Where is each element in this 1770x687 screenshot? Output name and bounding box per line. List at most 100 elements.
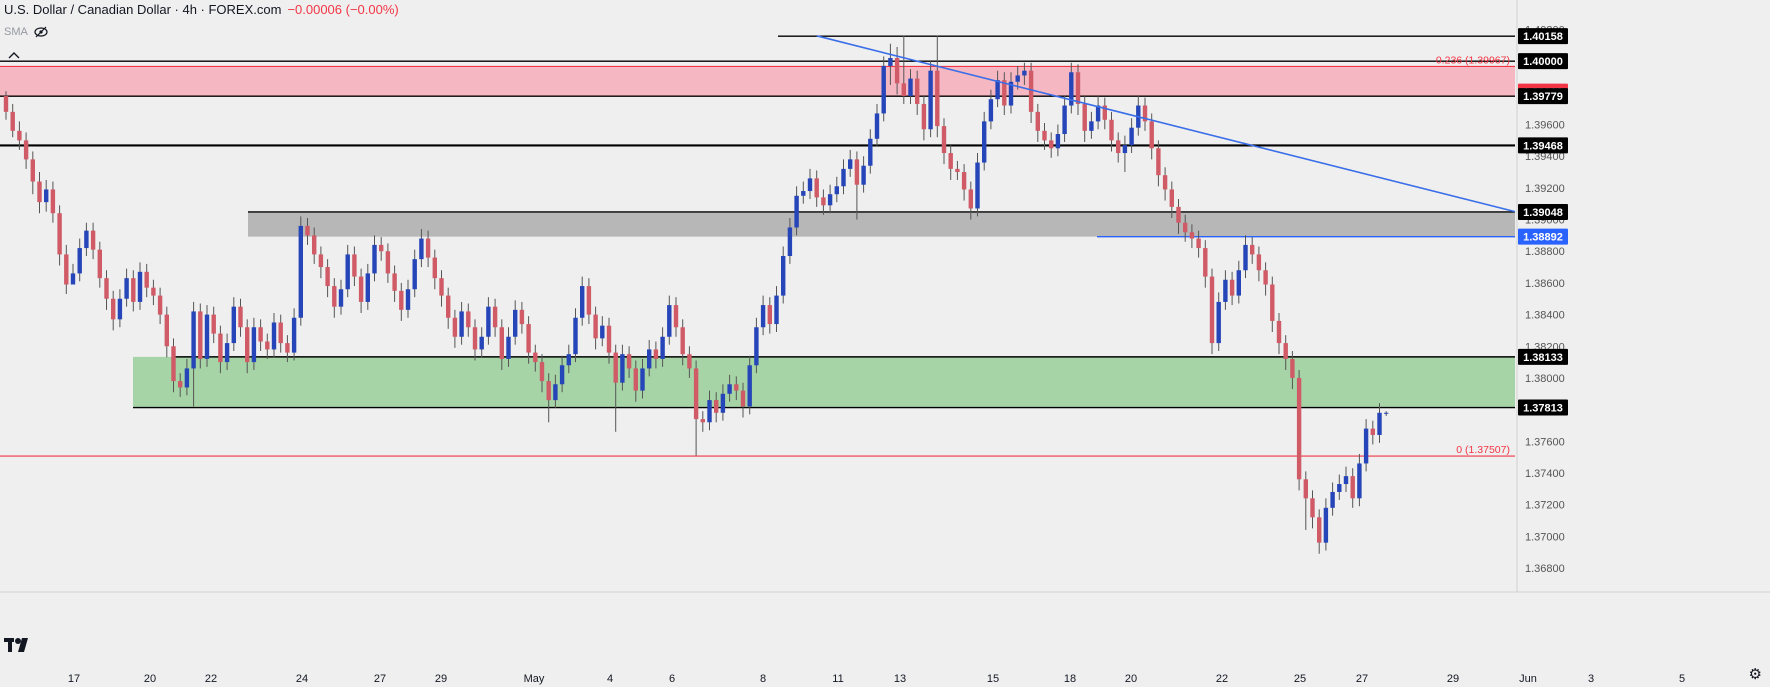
candle — [1357, 453, 1362, 507]
eye-slash-icon[interactable] — [34, 26, 48, 38]
candle — [1116, 132, 1121, 163]
candle-body — [251, 327, 257, 363]
candle-body — [626, 354, 632, 369]
candle — [1229, 271, 1235, 306]
candle-body — [124, 278, 129, 299]
candle-body — [640, 368, 645, 391]
candle-body — [673, 305, 679, 328]
candle — [593, 306, 598, 350]
candle-body — [1176, 206, 1181, 223]
x-tick-label: 29 — [435, 673, 447, 685]
candle-body — [754, 327, 759, 366]
gear-icon[interactable]: ⚙ — [1748, 666, 1762, 683]
candle-body — [164, 314, 169, 347]
candle-body — [1330, 491, 1335, 508]
x-tick-label: 5 — [1679, 673, 1685, 685]
candle — [1002, 72, 1007, 116]
candle — [432, 249, 437, 290]
candle — [1370, 420, 1375, 445]
candle — [318, 246, 324, 279]
candle — [30, 151, 35, 195]
candle-body — [218, 333, 223, 363]
candle — [1062, 96, 1067, 142]
candle — [673, 297, 679, 337]
candle-body — [968, 189, 973, 209]
candle — [1270, 276, 1275, 333]
candle — [1109, 111, 1114, 152]
x-tick-label: 22 — [1216, 673, 1228, 685]
candle-body — [499, 327, 504, 359]
candle — [1263, 262, 1268, 296]
candle — [298, 216, 303, 326]
x-tick-label: 13 — [894, 673, 906, 685]
candle-body — [44, 189, 49, 203]
x-tick-label: 24 — [296, 673, 308, 685]
candle-body — [1082, 103, 1087, 131]
candle — [419, 229, 424, 268]
candle — [1216, 292, 1221, 352]
candle-body — [1337, 484, 1342, 492]
price-tag-label: 1.40000 — [1523, 56, 1563, 68]
candle — [640, 358, 645, 399]
candle — [660, 327, 665, 367]
candle-body — [1229, 279, 1235, 296]
indicator-legend[interactable]: SMA — [4, 26, 48, 38]
candle-body — [874, 113, 880, 139]
candle — [37, 172, 42, 214]
candle-body — [848, 159, 853, 169]
candle-body — [1283, 343, 1288, 359]
price-tag-label: 1.39048 — [1523, 207, 1563, 219]
candle — [760, 295, 766, 336]
zone-band — [133, 356, 1515, 408]
candle — [687, 346, 692, 378]
candle-body — [995, 80, 1000, 100]
candle-body — [1196, 238, 1201, 249]
candle — [1102, 97, 1107, 130]
candle-body — [171, 346, 176, 382]
x-tick-label: 15 — [987, 673, 999, 685]
candle-body — [70, 273, 76, 285]
candle — [727, 374, 732, 402]
x-tick-label: 8 — [760, 673, 766, 685]
candle-body — [1270, 284, 1275, 321]
candle-body — [821, 197, 826, 206]
candle-body — [405, 289, 411, 310]
candle-body — [948, 153, 953, 169]
candle-body — [827, 194, 833, 206]
candle-body — [1015, 75, 1020, 82]
y-tick-label: 1.37000 — [1525, 531, 1565, 543]
candle — [801, 181, 806, 204]
candle-body — [921, 103, 927, 130]
candle — [868, 129, 873, 174]
candle — [3, 91, 9, 120]
candle — [332, 278, 337, 318]
candle-body — [1236, 270, 1241, 296]
x-tick-label: Jun — [1519, 673, 1537, 685]
candle — [405, 279, 411, 318]
candle — [492, 298, 498, 337]
candle — [178, 373, 183, 397]
candle — [1330, 482, 1335, 516]
candle-body — [720, 393, 726, 413]
candle — [97, 241, 102, 288]
candle-body — [533, 352, 538, 363]
candle-body — [593, 314, 598, 339]
candle — [874, 103, 880, 147]
candle — [198, 303, 203, 369]
price-tag — [1518, 53, 1568, 70]
y-tick-label: 1.37400 — [1525, 468, 1565, 480]
tradingview-logo — [4, 636, 34, 657]
zone-band — [248, 211, 1515, 237]
candle — [23, 132, 29, 169]
candle — [459, 301, 464, 345]
chevron-up-icon[interactable] — [4, 50, 24, 62]
candle-body — [50, 189, 56, 214]
candle-body — [191, 311, 196, 369]
candle — [1183, 214, 1188, 242]
candle-body — [1350, 476, 1355, 499]
candle-body — [1216, 301, 1221, 344]
candle-body — [747, 365, 752, 407]
candle-body — [245, 327, 250, 363]
candle-body — [372, 244, 377, 274]
